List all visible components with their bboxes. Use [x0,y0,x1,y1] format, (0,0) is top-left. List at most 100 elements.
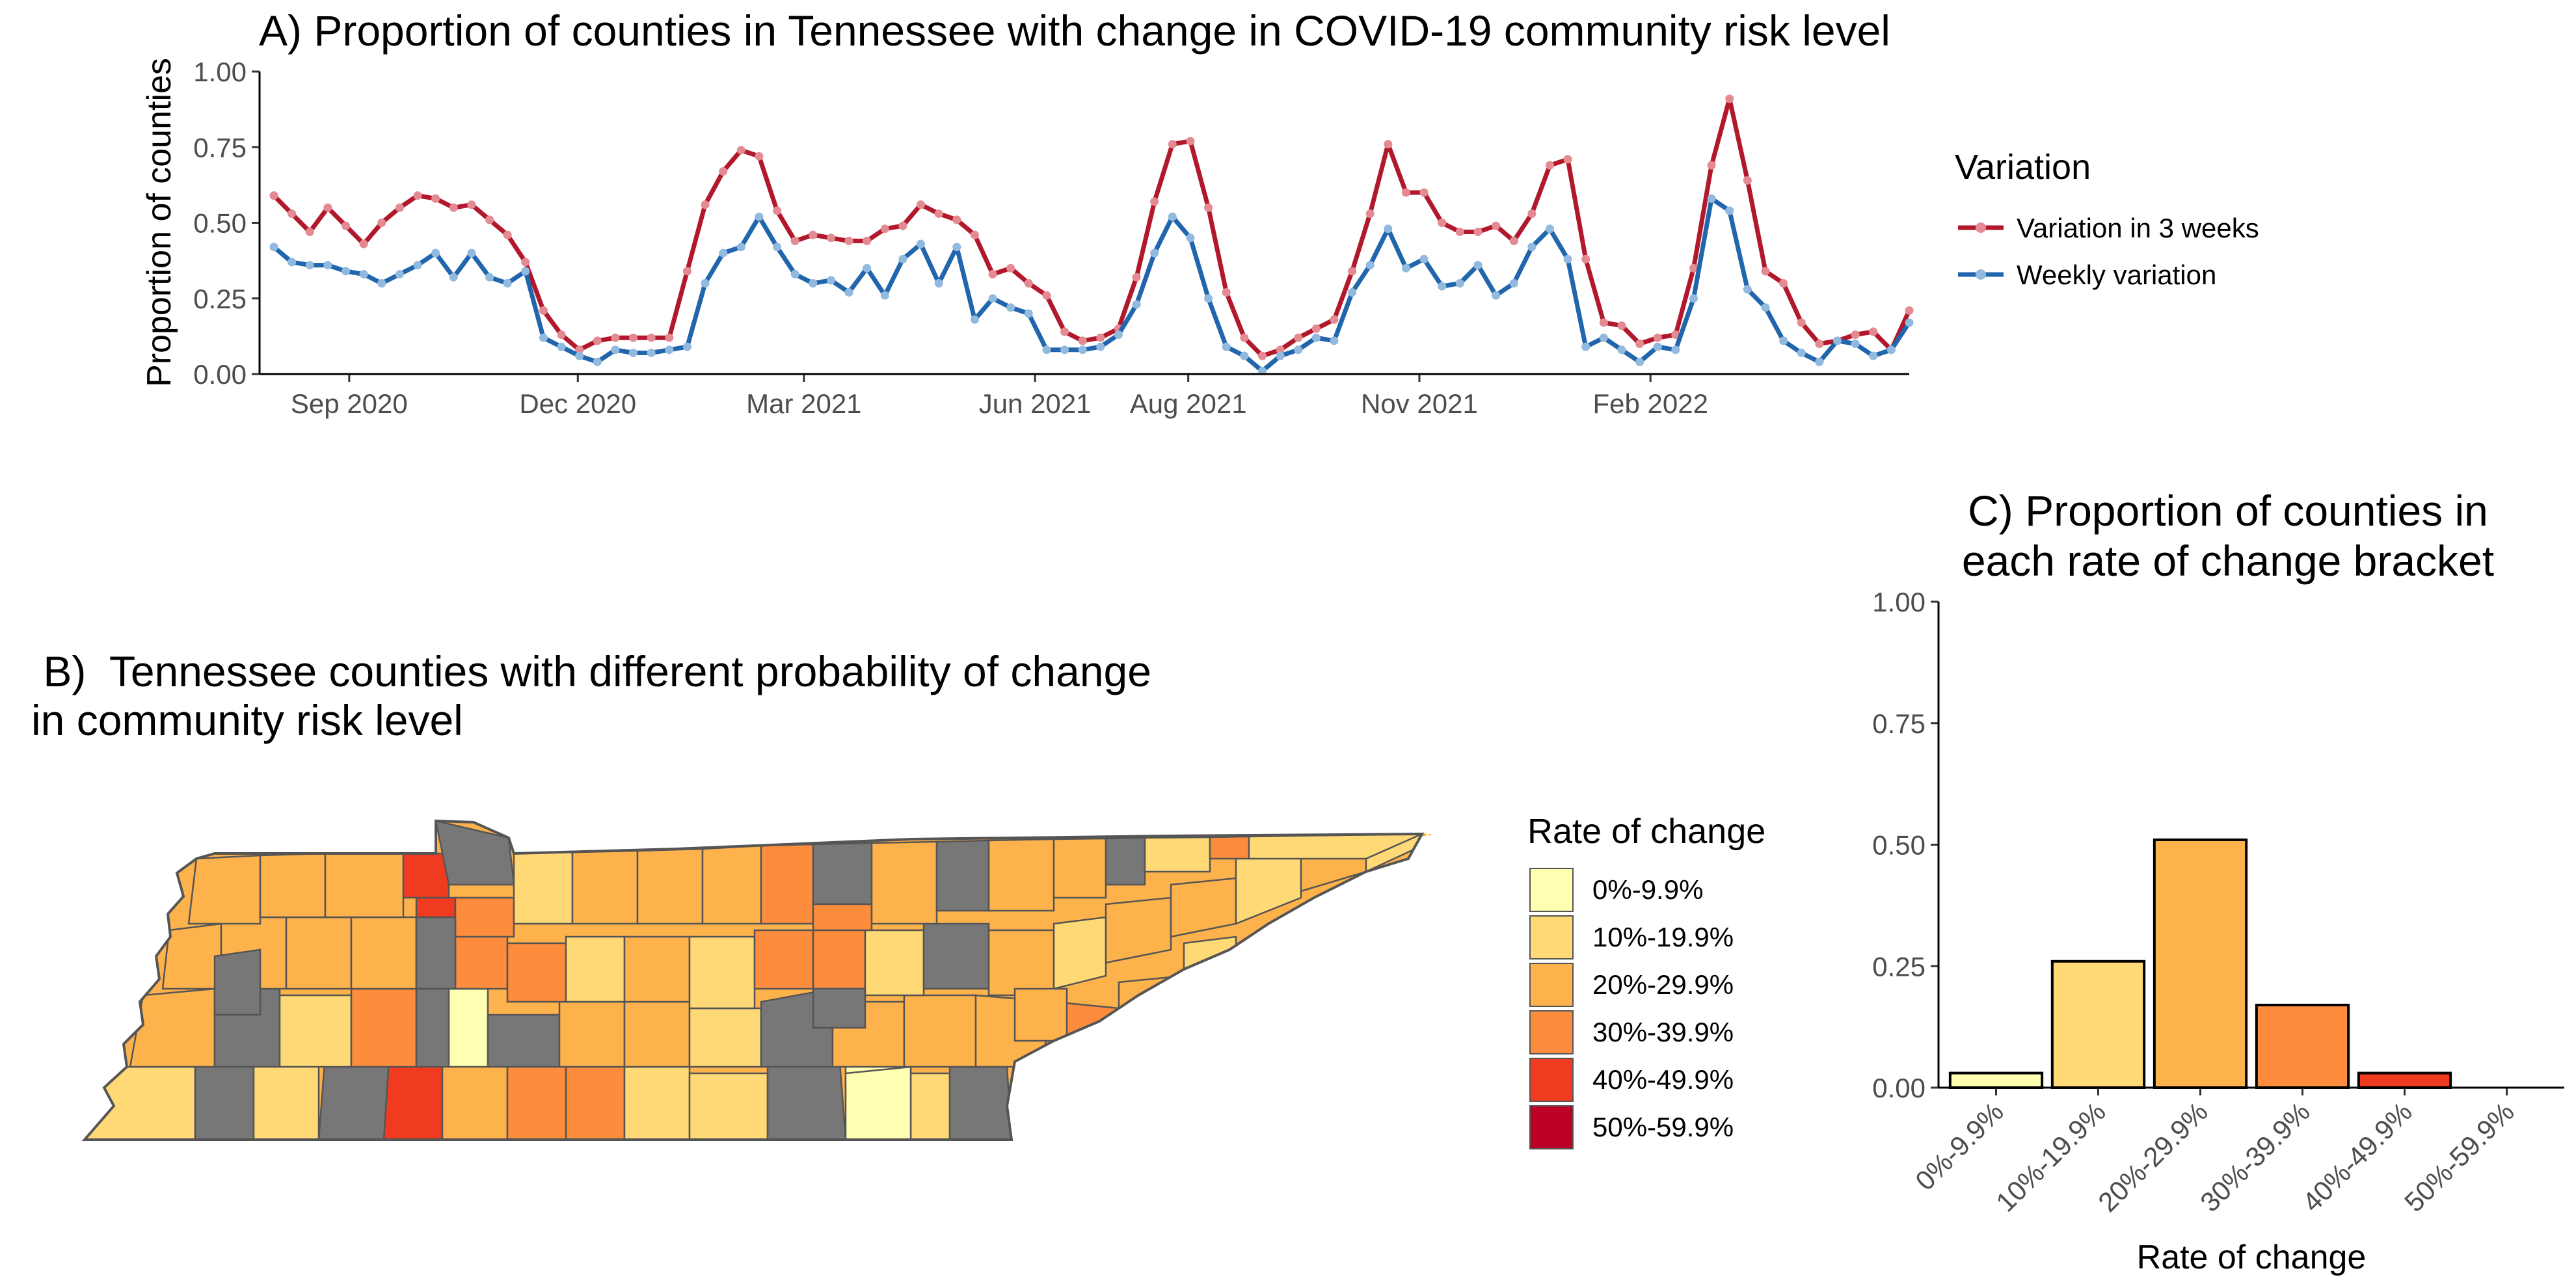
panel-a-point [575,351,584,360]
panel-b-legend: Rate of change 0%-9.9% 10%-19.9% 20%-29.9%… [1527,812,1765,1149]
panel-c-x-axis-label: Rate of change [2137,1239,2367,1276]
panel-c-x-tick-label: 50%-59.9% [2398,1096,2520,1218]
panel-a-point [575,345,584,355]
panel-a-point [449,203,458,212]
panel-a-point [1653,333,1662,342]
panel-a-point [539,333,548,342]
panel-b-legend-swatch [1529,1105,1574,1149]
panel-a-legend-label: Variation in 3 weeks [2017,213,2259,243]
panel-a-point [1473,261,1483,270]
panel-a-point [1617,345,1626,355]
panel-a-point [359,239,368,248]
panel-a-series-weekly-variation [269,194,1914,375]
county-shape [1209,835,1250,860]
panel-c-x-tick-label: 30%-39.9% [2194,1096,2316,1218]
county-shape [1053,837,1107,899]
panel-a-point [773,206,782,215]
county-shape [285,916,353,990]
panel-a-point [1132,300,1141,309]
panel-a-point [755,152,764,161]
county-shape [987,929,1055,997]
panel-c-bar-chart: C) Proportion of counties in each rate o… [1872,487,2564,1276]
panel-a-legend-key-point [1976,222,1986,233]
panel-b-legend-label: 50%-59.9% [1592,1112,1734,1142]
panel-a-point [719,248,728,258]
panel-a-point [682,267,691,276]
county-shape [760,843,814,925]
panel-c-y-tick-label: 0.25 [1872,951,1925,982]
panel-a-point [719,167,728,176]
panel-a-point [323,203,332,212]
panel-a-point [1545,161,1554,170]
panel-a-y-tick-label: 0.75 [193,132,247,163]
panel-a-point [736,146,745,155]
panel-a-point [1671,345,1680,355]
panel-a-point [844,236,853,245]
panel-a-point [1365,261,1375,270]
panel-a-point [521,267,530,276]
panel-a-point [611,333,620,342]
panel-a-point [1527,243,1536,252]
panel-a-point [1563,254,1572,263]
panel-a-title: A) Proportion of counties in Tennessee w… [259,7,1890,55]
panel-a-point [736,243,745,252]
panel-a-point [863,263,872,273]
county-shape [213,948,262,1016]
panel-c-bar [2050,959,2146,1090]
panel-a-line-chart: A) Proportion of counties in Tennessee w… [141,7,2259,419]
panel-a-point [898,254,907,263]
panel-a-point [1455,227,1464,236]
panel-b-legend-swatch [1529,963,1574,1007]
panel-a-point [467,200,476,209]
panel-a-point [1186,234,1195,243]
county-shape [194,1066,255,1140]
county-shape [1183,935,1237,1017]
county-shape [1013,987,1068,1042]
panel-a-point [1257,351,1267,360]
panel-a-point [323,261,332,270]
panel-a-x-tick-label: Nov 2021 [1361,388,1478,419]
panel-a-point [377,279,386,288]
panel-a-point [773,243,782,252]
panel-a-point [1348,288,1357,297]
panel-a-point [1294,333,1303,342]
panel-a-point [1509,279,1518,288]
county-shape [812,903,873,932]
panel-a-x-tick-label: Aug 2021 [1130,388,1247,419]
panel-a-point [1653,342,1662,351]
county-shape [506,942,567,1003]
panel-a-point [826,276,835,285]
panel-c-x-tick-label: 40%-49.9% [2296,1096,2418,1218]
panel-a-legend-title: Variation [1955,148,2091,187]
panel-a-point [1401,188,1410,197]
panel-a-x-tick-label: Jun 2021 [979,388,1092,419]
panel-a-point [1779,279,1788,288]
panel-a-y-ticks: 0.00 0.25 0.50 0.75 1.00 [193,57,260,390]
county-shape [844,1066,912,1140]
panel-a-point [1276,351,1285,360]
panel-c-x-tick-label: 10%-19.9% [1990,1096,2112,1218]
panel-b-legend-label: 30%-39.9% [1592,1017,1734,1047]
panel-a-point [1078,345,1087,355]
panel-a-point [1761,303,1770,312]
panel-a-point [1060,327,1069,336]
panel-a-point [1114,330,1123,340]
panel-a-point [593,357,602,366]
county-shape [812,987,866,1029]
panel-a-point [629,333,638,342]
county-shape [571,850,639,925]
panel-c-bar [2357,1071,2452,1089]
panel-c-x-tick-label: 20%-29.9% [2092,1096,2214,1218]
panel-a-point [1060,345,1069,355]
panel-b-legend-label: 40%-49.9% [1592,1064,1734,1095]
county-shape [506,1056,567,1140]
panel-a-point [1330,315,1339,324]
panel-a-y-tick-label: 0.00 [193,359,247,390]
panel-a-point [1689,294,1698,303]
county-shape [278,994,353,1068]
panel-a-series [269,94,1914,375]
panel-a-point [1725,206,1734,215]
panel-a-point [790,236,799,245]
panel-a-point [898,221,907,230]
county-shape [454,896,515,938]
